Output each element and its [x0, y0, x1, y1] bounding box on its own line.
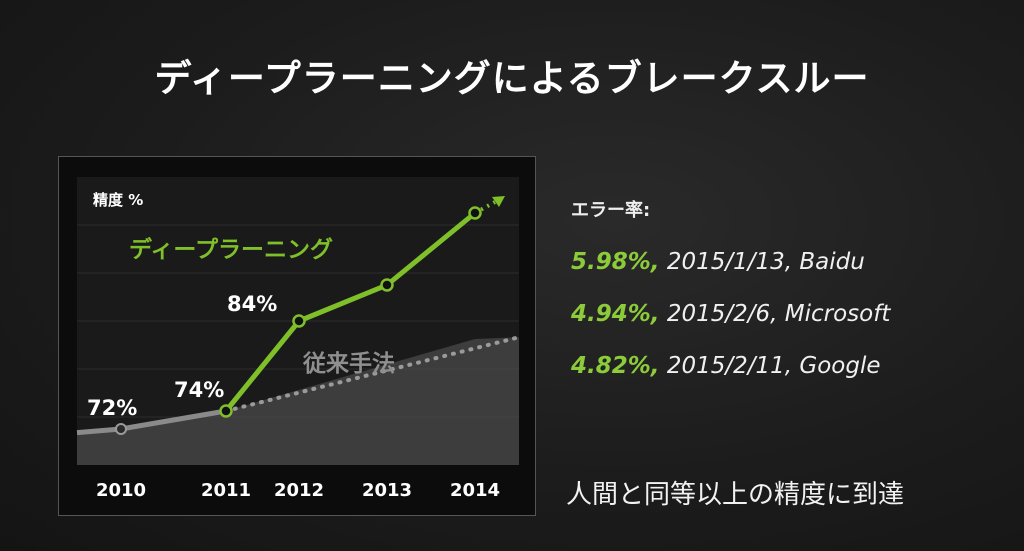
error-rate-source: 2015/2/6, Microsoft — [659, 301, 891, 327]
error-rate-row: 4.94%, 2015/2/6, Microsoft — [571, 288, 890, 340]
deep-learning-point — [292, 314, 306, 328]
deep-learning-point — [219, 404, 233, 418]
error-rate-value: 5.98%, — [571, 249, 660, 275]
conventional-trend-line — [224, 335, 521, 413]
error-rate-row: 5.98%, 2015/1/13, Baidu — [571, 236, 890, 288]
error-rate-value: 4.94%, — [571, 301, 660, 327]
error-rate-value: 4.82%, — [571, 353, 660, 379]
x-tick-label: 2012 — [274, 480, 324, 501]
error-rate-panel: エラー率: 5.98%, 2015/1/13, Baidu 4.94%, 201… — [571, 196, 890, 392]
error-rate-heading: エラー率: — [571, 200, 651, 221]
error-rate-row: 4.82%, 2015/2/11, Google — [571, 340, 890, 392]
data-label: 84% — [227, 292, 277, 316]
series-label-deep-learning: ディープラーニング — [129, 236, 333, 263]
data-label: 74% — [174, 378, 224, 402]
deep-learning-line — [224, 211, 477, 413]
x-tick-label: 2013 — [362, 480, 412, 501]
deep-learning-arrowhead — [492, 196, 505, 207]
x-tick-label: 2010 — [96, 480, 146, 501]
error-rate-source: 2015/2/11, Google — [659, 353, 881, 379]
conventional-area — [77, 337, 519, 465]
data-label: 72% — [87, 396, 137, 420]
conclusion-text: 人間と同等以上の精度に到達 — [566, 480, 905, 510]
x-tick-label: 2014 — [450, 480, 500, 501]
accuracy-chart: ディープラーニング従来手法 72% 74% 84% 精度 % 2010 2011 2012 20… — [58, 156, 536, 516]
conventional-point — [115, 423, 127, 435]
error-rate-source: 2015/1/13, Baidu — [659, 249, 865, 275]
series-label-conventional: 従来手法 — [302, 350, 395, 377]
slide-title: ディープラーニングによるブレークスルー — [154, 57, 870, 100]
deep-learning-point — [468, 206, 482, 220]
y-axis-label: 精度 % — [93, 191, 143, 209]
x-tick-label: 2011 — [201, 480, 251, 501]
deep-learning-point — [380, 278, 394, 292]
